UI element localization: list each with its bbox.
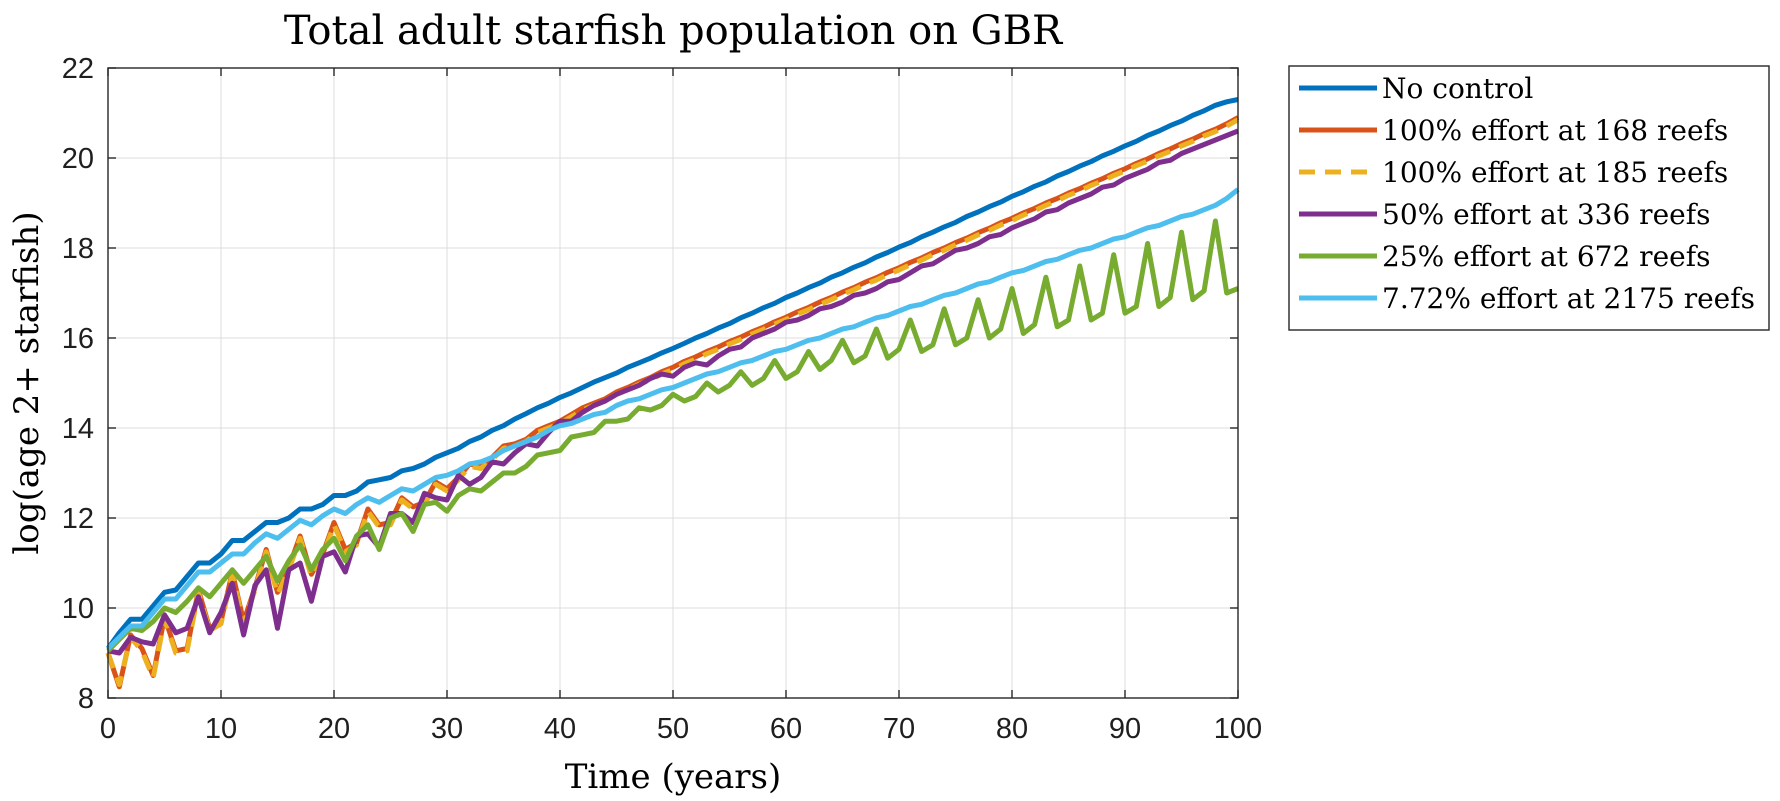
legend-entry-label: 25% effort at 672 reefs xyxy=(1382,240,1710,273)
y-tick-label: 22 xyxy=(62,53,94,85)
series-line-4 xyxy=(107,128,1239,656)
y-tick-label: 10 xyxy=(62,593,94,625)
chart-title: Total adult starfish population on GBR xyxy=(284,8,1064,54)
y-tick-label: 18 xyxy=(62,233,94,265)
x-tick-label: 80 xyxy=(996,713,1028,745)
legend: No control 100% effort at 168 reefs 100% e… xyxy=(1288,65,1770,331)
x-axis-label: Time (years) xyxy=(565,757,782,797)
legend-entry-label: No control xyxy=(1382,72,1533,105)
y-tick-label: 14 xyxy=(62,413,94,445)
legend-entry-label: 100% effort at 168 reefs xyxy=(1382,114,1728,147)
legend-entry-label: 7.72% effort at 2175 reefs xyxy=(1382,282,1755,315)
x-tick-label: 30 xyxy=(431,713,463,745)
y-tick-label: 20 xyxy=(62,143,94,175)
series-lines xyxy=(105,97,1240,690)
y-tick-label: 16 xyxy=(62,323,94,355)
legend-entry-label: 50% effort at 336 reefs xyxy=(1382,198,1710,231)
grid xyxy=(107,67,1239,699)
x-tick-label: 70 xyxy=(883,713,915,745)
x-tick-label: 60 xyxy=(770,713,802,745)
y-axis-ticks: 8 10 12 14 16 18 20 22 xyxy=(62,53,1238,715)
series-line-6 xyxy=(106,187,1240,651)
series-line-1 xyxy=(105,97,1239,650)
x-tick-label: 10 xyxy=(205,713,237,745)
x-tick-label: 40 xyxy=(544,713,576,745)
series-line-3 xyxy=(105,117,1240,687)
x-tick-label: 90 xyxy=(1109,713,1141,745)
legend-box xyxy=(1288,65,1770,331)
y-axis-label: log(age 2+ starfish) xyxy=(7,211,47,554)
legend-entry-label: 100% effort at 185 reefs xyxy=(1382,156,1728,189)
y-tick-label: 12 xyxy=(62,503,94,535)
x-tick-label: 50 xyxy=(657,713,689,745)
x-axis-ticks: 0 10 20 30 40 50 60 70 80 90 100 xyxy=(100,68,1262,745)
series-line-5 xyxy=(106,218,1239,653)
x-tick-label: 20 xyxy=(318,713,350,745)
y-tick-label: 8 xyxy=(78,683,94,715)
x-tick-label: 100 xyxy=(1214,713,1262,745)
x-tick-label: 0 xyxy=(100,713,116,745)
